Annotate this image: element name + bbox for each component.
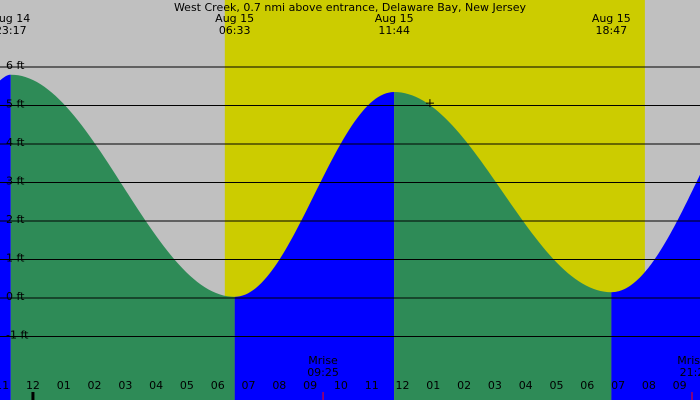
- y-tick-label: 2 ft: [6, 213, 25, 226]
- x-tick-label: 12: [26, 379, 40, 392]
- y-tick-label: 1 ft: [6, 251, 25, 264]
- x-tick-label: 06: [211, 379, 225, 392]
- extremum-date: Aug 14: [0, 12, 30, 25]
- x-tick-label: 06: [580, 379, 594, 392]
- extremum-time: 23:17: [0, 24, 27, 37]
- x-tick-label: 01: [57, 379, 71, 392]
- falling-tide: [394, 92, 612, 400]
- x-tick-label: 07: [242, 379, 256, 392]
- x-tick-label: 05: [180, 379, 194, 392]
- x-tick-label: 05: [549, 379, 563, 392]
- extremum-time: 18:47: [595, 24, 627, 37]
- now-marker: [425, 99, 434, 108]
- y-tick-label: 0 ft: [6, 290, 25, 303]
- x-tick-label: 08: [272, 379, 286, 392]
- x-tick-label: 02: [88, 379, 102, 392]
- extremum-time: 06:33: [219, 24, 251, 37]
- x-tick-label: 01: [426, 379, 440, 392]
- y-tick-label: 5 ft: [6, 97, 25, 110]
- x-tick-label: 02: [457, 379, 471, 392]
- x-tick-label: 11: [0, 379, 9, 392]
- x-tick-label: 08: [642, 379, 656, 392]
- rising-tide: [611, 174, 700, 400]
- x-tick-label: 10: [334, 379, 348, 392]
- moon-label: Mrise: [677, 354, 700, 367]
- extremum-date: Aug 15: [375, 12, 414, 25]
- x-tick-label: 04: [149, 379, 163, 392]
- moon-time: 21:2: [680, 366, 700, 379]
- extremum-date: Aug 15: [592, 12, 631, 25]
- x-tick-label: 12: [396, 379, 410, 392]
- y-tick-label: -1 ft: [6, 328, 29, 341]
- y-tick-label: 6 ft: [6, 59, 25, 72]
- x-tick-label: 04: [519, 379, 533, 392]
- x-tick-label: 09: [673, 379, 687, 392]
- moon-label: Mrise: [308, 354, 338, 367]
- x-tick-label: 03: [118, 379, 132, 392]
- extremum-date: Aug 15: [215, 12, 254, 25]
- y-tick-label: 4 ft: [6, 136, 25, 149]
- rising-tide: [0, 74, 11, 400]
- x-tick-label: 09: [303, 379, 317, 392]
- chart-title: West Creek, 0.7 nmi above entrance, Dela…: [174, 1, 527, 14]
- x-tick-label: 03: [488, 379, 502, 392]
- rising-tide: [234, 92, 395, 400]
- extremum-time: 11:44: [378, 24, 410, 37]
- moon-time: 09:25: [307, 366, 339, 379]
- y-tick-label: 3 ft: [6, 174, 25, 187]
- x-tick-label: 11: [365, 379, 379, 392]
- falling-tide: [10, 74, 235, 400]
- x-tick-label: 07: [611, 379, 625, 392]
